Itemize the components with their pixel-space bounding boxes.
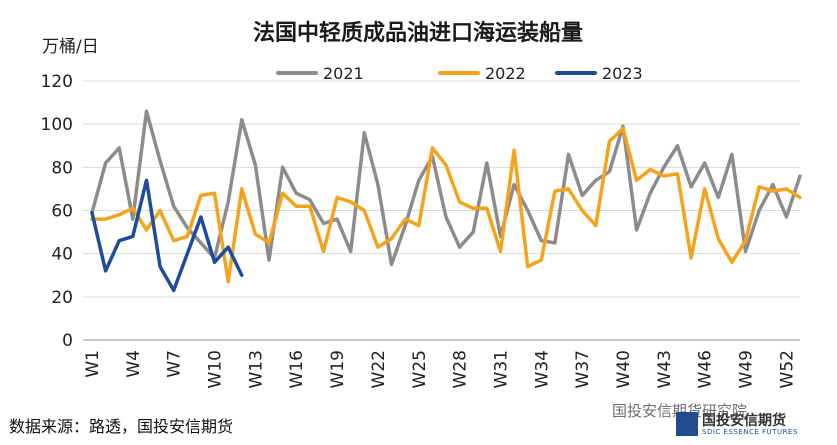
x-tick-label: W34	[532, 350, 552, 388]
x-tick-label: W52	[777, 350, 797, 388]
series-line-2023	[90, 178, 244, 293]
legend-label-2021: 2021	[323, 64, 364, 83]
y-tick-label: 60	[51, 202, 73, 222]
x-tick-label: W16	[287, 350, 307, 388]
x-tick-label: W10	[206, 350, 226, 388]
x-tick-label: W28	[451, 350, 471, 388]
y-tick-label: 100	[41, 115, 73, 135]
series-lines	[90, 109, 802, 293]
logo-mark-icon	[676, 412, 698, 436]
x-tick-label: W19	[328, 350, 348, 388]
x-tick-label: W31	[491, 350, 511, 388]
brand-logo: 国投安信期货 SDIC ESSENCE FUTURES	[676, 410, 826, 440]
y-tick-label: 120	[41, 72, 73, 92]
series-line-2022	[90, 126, 802, 284]
x-tick-label: W25	[410, 350, 430, 388]
y-tick-label: 40	[51, 245, 73, 265]
x-tick-label: W46	[696, 350, 716, 388]
x-tick-label: W49	[737, 350, 757, 388]
data-source-note: 数据来源：路透，国投安信期货	[9, 417, 234, 436]
x-tick-label: W40	[614, 350, 634, 388]
watermark: 国投安信期货研究院	[612, 402, 748, 420]
x-tick-label: W7	[165, 350, 185, 378]
x-tick-label: W22	[369, 350, 389, 388]
x-tick-label: W4	[124, 350, 144, 378]
y-tick-label: 80	[51, 158, 73, 178]
y-tick-label: 0	[62, 331, 73, 351]
x-tick-label: W13	[246, 350, 266, 388]
x-tick-label: W37	[573, 350, 593, 388]
y-axis-unit: 万桶/日	[42, 37, 99, 57]
x-axis-ticks: W1 W4 W7 W10 W13 W16 W19 W22 W25 W28 W31 W34 W37 W40 W…	[83, 350, 797, 388]
gridlines	[83, 80, 800, 341]
x-tick-label: W43	[655, 350, 675, 388]
y-tick-label: 20	[51, 288, 73, 308]
legend-label-2023: 2023	[602, 64, 643, 83]
chart-title: 法国中轻质成品油进口海运装船量	[253, 20, 583, 46]
logo-english-name: SDIC ESSENCE FUTURES	[702, 428, 798, 436]
legend: 2021 2022 2023	[276, 64, 643, 83]
x-tick-label: W1	[83, 350, 103, 378]
logo-name: 国投安信期货	[702, 413, 786, 429]
y-axis-ticks: 0 20 40 60 80 100 120	[41, 72, 73, 351]
legend-label-2022: 2022	[485, 64, 526, 83]
